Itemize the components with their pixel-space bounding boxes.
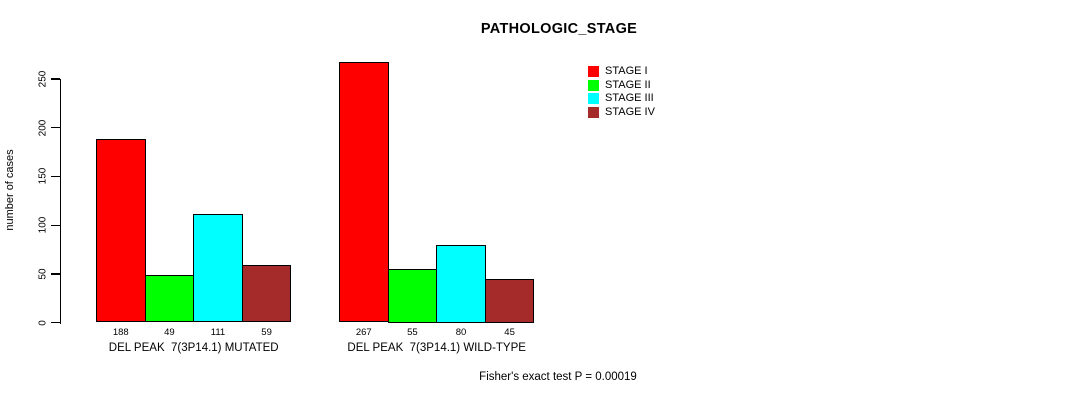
legend-swatch-stage-ii — [588, 79, 599, 91]
legend-item: STAGE II — [588, 78, 655, 91]
legend-label: STAGE II — [605, 78, 651, 91]
bar-value-label: 188 — [112, 327, 129, 338]
legend-swatch-stage-iv — [588, 106, 599, 118]
bar-stage-iv-del-peak-7-3p14-1-wild-type — [484, 278, 535, 323]
y-axis-tick-label: 50 — [37, 268, 49, 280]
legend-label: STAGE III — [605, 92, 654, 104]
y-axis-tick — [51, 127, 60, 129]
y-axis-line — [60, 78, 62, 324]
bar-value-label: 267 — [355, 327, 372, 338]
chart-title: PATHOLOGIC_STAGE — [480, 21, 638, 37]
legend-label: STAGE I — [605, 65, 648, 77]
y-axis-tick-label: 200 — [37, 119, 49, 136]
bar-stage-i-del-peak-7-3p14-1-mutated — [96, 139, 146, 323]
legend-item: STAGE III — [588, 93, 655, 104]
bar-stage-ii-del-peak-7-3p14-1-mutated — [144, 274, 195, 323]
y-axis-tick-label: 100 — [37, 216, 49, 234]
y-axis-tick — [51, 78, 60, 80]
bar-stage-i-del-peak-7-3p14-1-wild-type — [339, 62, 389, 323]
y-axis-tick — [51, 322, 60, 324]
y-axis-tick — [51, 224, 60, 226]
y-axis-tick — [51, 175, 60, 178]
bar-value-label: 80 — [455, 327, 467, 338]
bar-value-label: 49 — [164, 327, 175, 338]
bar-value-label: 59 — [261, 327, 272, 338]
legend: STAGE I STAGE II STAGE III STAGE IV — [588, 66, 655, 120]
legend-item: STAGE IV — [588, 105, 655, 118]
bar-value-label: 45 — [504, 327, 515, 338]
y-axis-tick-label: 150 — [37, 167, 49, 185]
y-axis-tick-label: 250 — [37, 70, 49, 88]
legend-swatch-stage-iii — [588, 93, 599, 104]
x-group-label: DEL PEAK 7(3P14.1) MUTATED — [108, 342, 279, 354]
bar-stage-iii-del-peak-7-3p14-1-wild-type — [436, 244, 486, 323]
bar-value-label: 111 — [210, 327, 226, 338]
legend-label: STAGE IV — [605, 105, 655, 118]
x-group-label: DEL PEAK 7(3P14.1) WILD-TYPE — [347, 342, 526, 354]
bar-stage-iii-del-peak-7-3p14-1-mutated — [193, 214, 243, 323]
legend-swatch-stage-i — [588, 66, 599, 77]
y-axis-tick — [51, 273, 60, 275]
legend-item: STAGE I — [588, 66, 655, 77]
bar-stage-ii-del-peak-7-3p14-1-wild-type — [387, 268, 438, 323]
bar-value-label: 55 — [407, 327, 418, 338]
bar-stage-iv-del-peak-7-3p14-1-mutated — [241, 264, 292, 323]
y-axis-tick-label: 0 — [37, 319, 49, 326]
annotation-text: Fisher's exact test P = 0.00019 — [479, 371, 637, 383]
